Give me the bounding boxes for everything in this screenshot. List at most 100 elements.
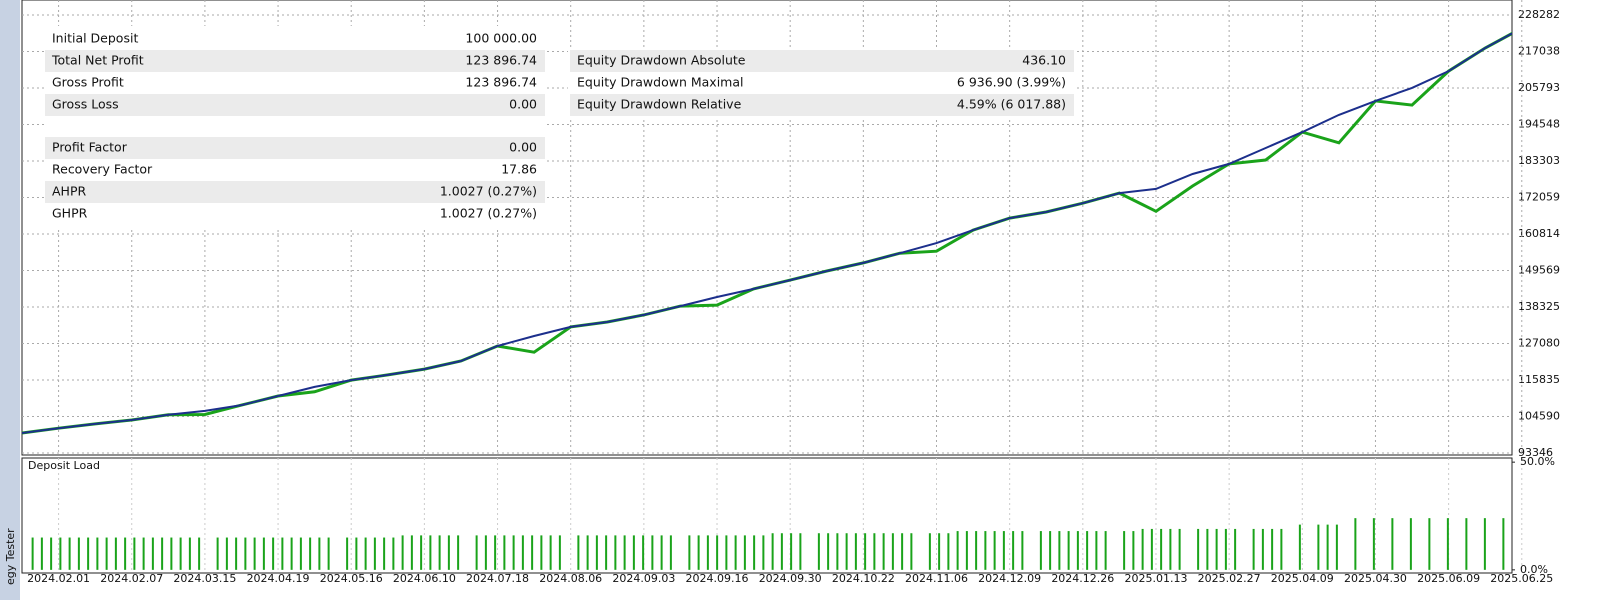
stat-label: Gross Loss bbox=[52, 97, 119, 112]
row-bg bbox=[570, 50, 1074, 72]
load-bar bbox=[1104, 531, 1107, 570]
load-bar bbox=[318, 537, 321, 570]
load-bar bbox=[392, 537, 395, 570]
load-bar bbox=[1354, 518, 1357, 570]
x-tick-label: 2024.12.26 bbox=[1051, 572, 1114, 585]
load-bar bbox=[669, 535, 672, 570]
y-tick-label: 205793 bbox=[1518, 81, 1560, 94]
load-bar bbox=[327, 537, 330, 570]
x-tick-label: 2025.01.13 bbox=[1124, 572, 1187, 585]
load-bar bbox=[1012, 531, 1015, 570]
stat-label: Initial Deposit bbox=[52, 31, 138, 46]
x-tick-label: 2024.08.06 bbox=[539, 572, 602, 585]
stat-label: Equity Drawdown Maximal bbox=[577, 75, 743, 90]
load-bar bbox=[299, 537, 302, 570]
load-bar bbox=[244, 537, 247, 570]
x-tick-label: 2024.12.09 bbox=[978, 572, 1041, 585]
load-bar bbox=[1076, 531, 1079, 570]
load-bar bbox=[1428, 518, 1431, 570]
load-bar bbox=[253, 537, 256, 570]
load-bar bbox=[1141, 528, 1144, 570]
row-bg bbox=[45, 94, 545, 116]
load-bar bbox=[910, 533, 913, 570]
load-bar bbox=[577, 535, 580, 570]
x-tick-label: 2025.04.30 bbox=[1344, 572, 1407, 585]
row-bg bbox=[570, 94, 1074, 116]
load-bar bbox=[938, 533, 941, 570]
load-bar bbox=[651, 535, 654, 570]
x-tick-label: 2025.02.27 bbox=[1198, 572, 1261, 585]
load-bar bbox=[114, 537, 117, 570]
stat-value: 1.0027 (0.27%) bbox=[440, 206, 537, 221]
load-bar bbox=[1372, 518, 1375, 570]
load-bar bbox=[743, 535, 746, 570]
load-bar bbox=[68, 537, 71, 570]
load-bar bbox=[688, 535, 691, 570]
x-tick-label: 2024.06.10 bbox=[393, 572, 456, 585]
load-bar bbox=[725, 535, 728, 570]
load-bar bbox=[790, 533, 793, 570]
load-bar bbox=[1197, 528, 1200, 570]
load-bar bbox=[864, 533, 867, 570]
load-bar bbox=[105, 537, 108, 570]
stat-label: Recovery Factor bbox=[52, 162, 153, 177]
load-bar bbox=[410, 535, 413, 570]
load-bar bbox=[1150, 528, 1153, 570]
row-bg bbox=[45, 181, 545, 203]
load-bar bbox=[170, 537, 173, 570]
stat-value: 0.00 bbox=[509, 140, 537, 155]
x-tick-label: 2024.09.30 bbox=[759, 572, 822, 585]
panel-title: Deposit Load bbox=[28, 459, 100, 472]
load-bar bbox=[558, 535, 561, 570]
load-bar bbox=[151, 537, 154, 570]
stat-value: 123 896.74 bbox=[465, 75, 537, 90]
x-tick-label: 2025.06.25 bbox=[1490, 572, 1553, 585]
load-bar bbox=[706, 535, 709, 570]
x-tick-label: 2024.02.07 bbox=[100, 572, 163, 585]
stat-label: Equity Drawdown Absolute bbox=[577, 53, 746, 68]
load-bar bbox=[503, 535, 506, 570]
load-bar bbox=[1067, 531, 1070, 570]
load-bar bbox=[993, 531, 996, 570]
stat-value: 4.59% (6 017.88) bbox=[957, 97, 1066, 112]
load-bar bbox=[272, 537, 275, 570]
load-bar bbox=[1502, 518, 1505, 570]
load-bar bbox=[31, 537, 34, 570]
load-bar bbox=[1391, 518, 1394, 570]
load-bar bbox=[77, 537, 80, 570]
load-bar bbox=[1021, 531, 1024, 570]
load-bar bbox=[1206, 528, 1209, 570]
load-bar bbox=[281, 537, 284, 570]
load-bar bbox=[734, 535, 737, 570]
stat-value: 123 896.74 bbox=[465, 53, 537, 68]
y-tick-label: 115835 bbox=[1518, 373, 1560, 386]
y-tick-label: 93346 bbox=[1518, 446, 1553, 459]
y-tick-label: 172059 bbox=[1518, 190, 1560, 203]
x-tick-label: 2024.09.16 bbox=[686, 572, 749, 585]
load-bar bbox=[1298, 524, 1301, 570]
load-bar bbox=[836, 533, 839, 570]
load-bar bbox=[975, 531, 978, 570]
load-bar bbox=[87, 537, 90, 570]
load-bar bbox=[642, 535, 645, 570]
load-bar bbox=[1132, 531, 1135, 570]
stat-label: Equity Drawdown Relative bbox=[577, 97, 742, 112]
load-bar bbox=[1215, 528, 1218, 570]
load-bar bbox=[373, 537, 376, 570]
stat-label: Total Net Profit bbox=[51, 53, 144, 68]
y-tick-label: 0.0% bbox=[1520, 563, 1548, 576]
load-bar bbox=[494, 535, 497, 570]
load-bar bbox=[1123, 531, 1126, 570]
load-bar bbox=[1409, 518, 1412, 570]
load-bar bbox=[854, 533, 857, 570]
y-tick-label: 194548 bbox=[1518, 117, 1560, 130]
stat-value: 6 936.90 (3.99%) bbox=[957, 75, 1066, 90]
x-tick-label: 2024.10.22 bbox=[832, 572, 895, 585]
load-bar bbox=[142, 537, 145, 570]
load-bar bbox=[697, 535, 700, 570]
load-bar bbox=[956, 531, 959, 570]
x-tick-label: 2024.04.19 bbox=[247, 572, 310, 585]
load-bar bbox=[549, 535, 552, 570]
load-bar bbox=[882, 533, 885, 570]
load-bar bbox=[1002, 531, 1005, 570]
